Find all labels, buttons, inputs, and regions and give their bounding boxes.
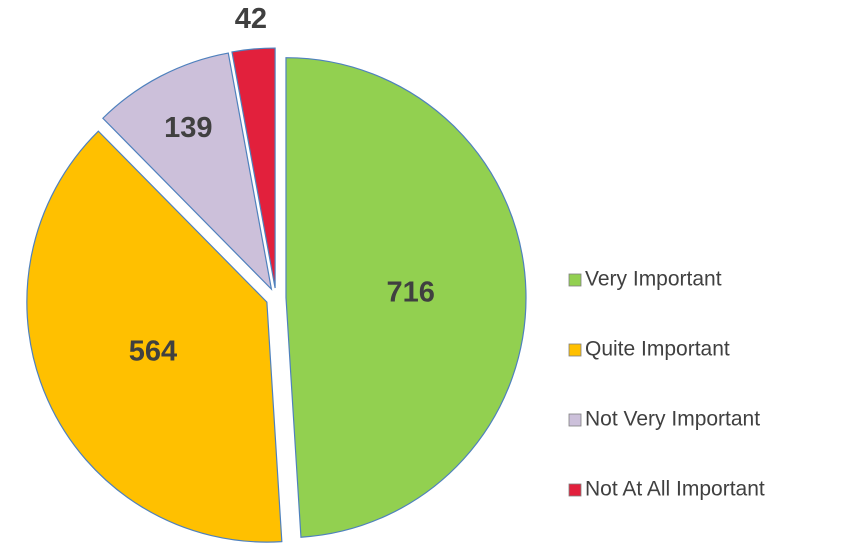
legend-swatch — [568, 483, 582, 497]
data-label: 139 — [164, 112, 212, 144]
pie-slice — [102, 52, 273, 291]
legend-label: Quite Important — [585, 338, 730, 361]
pie-slice — [231, 47, 276, 289]
legend-label: Not Very Important — [585, 408, 760, 431]
data-label: 42 — [235, 3, 267, 35]
legend-label: Not At All Important — [585, 478, 765, 501]
pie-slice — [26, 130, 283, 543]
pie-slice — [285, 57, 527, 538]
data-label: 564 — [129, 336, 177, 368]
legend-swatch — [568, 273, 582, 287]
legend-swatch — [568, 343, 582, 357]
data-label: 716 — [387, 276, 435, 308]
legend-swatch — [568, 413, 582, 427]
legend-label: Very Important — [585, 268, 722, 291]
